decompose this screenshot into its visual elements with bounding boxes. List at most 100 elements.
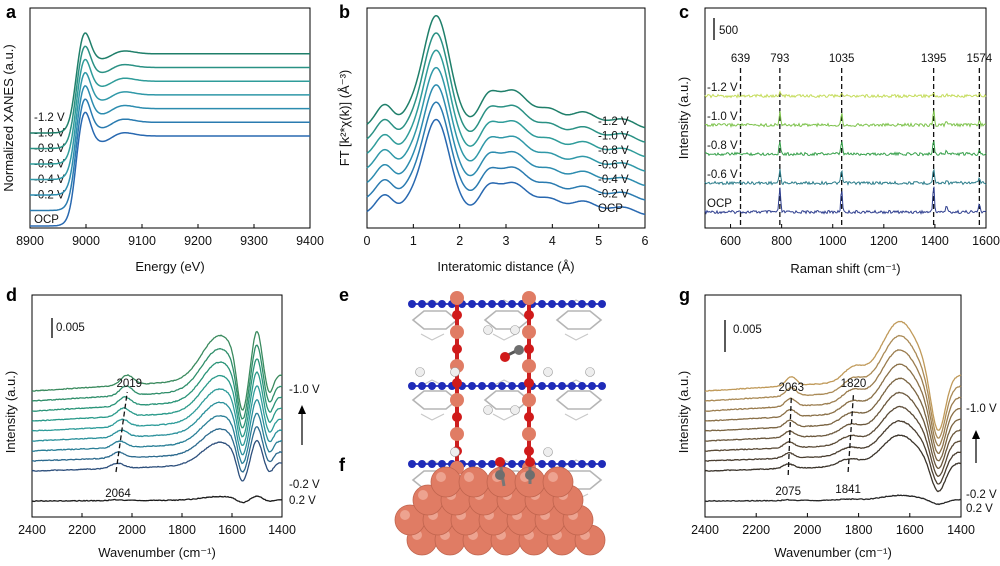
- panel-e-o-atom: [452, 378, 462, 388]
- panel-e-n-atom: [438, 300, 446, 308]
- panel-e-cu-atom: [450, 325, 464, 339]
- panel-g-curve: [704, 377, 962, 462]
- panel-e-n-atom: [468, 460, 476, 468]
- panel-e-n-atom: [558, 382, 566, 390]
- panel-a-tick-label: 9200: [184, 234, 212, 248]
- panel-g-label-bottom: 0.2 V: [966, 503, 993, 515]
- panel-g-curve: [705, 494, 962, 506]
- panel-e-n-atom: [568, 460, 576, 468]
- panel-b-tick-label: 4: [549, 234, 556, 248]
- panel-b-curve: [366, 14, 646, 129]
- panel-f-c-atom: [495, 470, 505, 480]
- panel-e-cu-atom: [522, 359, 536, 373]
- panel-d-curve: [31, 344, 283, 420]
- panel-g-tick-label: 2000: [793, 523, 821, 537]
- panel-e-cu-atom: [450, 393, 464, 407]
- panel-e-n-atom: [478, 460, 486, 468]
- panel-letter-g: g: [679, 285, 690, 305]
- panel-a-frame: [29, 7, 311, 229]
- panel-c-tick-label: 600: [720, 234, 741, 248]
- panel-e-n-atom: [588, 382, 596, 390]
- panel-e-h-atom: [510, 405, 520, 415]
- panel-g-tick-label: 1600: [896, 523, 924, 537]
- panel-e-n-atom: [558, 300, 566, 308]
- panel-e-n-atom: [558, 460, 566, 468]
- panel-g-tick-label: 2200: [742, 523, 770, 537]
- panel-b-series-label: -0.8 V: [598, 145, 629, 157]
- panel-d-band-line: [115, 391, 128, 473]
- panel-letter-e: e: [339, 285, 350, 305]
- panel-c-ylabel: Intensity (a.u.): [676, 77, 691, 159]
- panel-g-frame: [704, 294, 962, 518]
- panel-e-h-atom: [585, 367, 595, 377]
- panel-g-tick-label: 1400: [947, 523, 975, 537]
- panel-d-peak-label-top: 2019: [116, 378, 142, 390]
- panel-a-tick-label: 9100: [128, 234, 156, 248]
- panel-d-arrow-head: [298, 405, 306, 414]
- panel-e-n-atom: [418, 460, 426, 468]
- panel-f-cu-highlight: [548, 472, 558, 482]
- panel-e-n-atom: [548, 382, 556, 390]
- panel-c-tick-label: 800: [771, 234, 792, 248]
- panel-d-label-bottom: 0.2 V: [289, 495, 316, 507]
- panel-a-curve: [30, 58, 310, 165]
- panel-a-curve: [30, 98, 310, 212]
- panel-c-series-label: -1.2 V: [707, 82, 738, 94]
- panel-d-label-mid: -0.2 V: [289, 479, 320, 491]
- panel-b-tick-label: 5: [595, 234, 602, 248]
- panel-e-n-atom: [588, 300, 596, 308]
- panel-d-scale-label: 0.005: [56, 322, 85, 334]
- panel-a-series-label: -1.2 V: [34, 112, 65, 124]
- panel-e-framework-structure: [408, 291, 606, 501]
- panel-g-curve: [704, 434, 962, 493]
- panel-c-peak-label: 1395: [921, 53, 947, 65]
- panel-g-arrow-head: [972, 430, 980, 439]
- panel-e-h-atom: [483, 405, 493, 415]
- panel-c-peak-label: 639: [731, 53, 750, 65]
- panel-e-cu-atom: [522, 427, 536, 441]
- panel-b-curve: [366, 32, 646, 143]
- panel-g-peak1-label-top: 2063: [778, 382, 804, 394]
- panel-b-tick-label: 1: [410, 234, 417, 248]
- panel-b-curve: [366, 118, 646, 216]
- panel-f-c-atom: [525, 470, 535, 480]
- panel-d-tick-label: 2200: [68, 523, 96, 537]
- panel-e-n-atom: [508, 460, 516, 468]
- panel-e-n-atom: [598, 300, 606, 308]
- panel-g-label-top: -1.0 V: [966, 403, 997, 415]
- panel-e-o-atom: [524, 446, 534, 456]
- panel-g-xlabel: Wavenumber (cm⁻¹): [774, 545, 892, 560]
- panel-d-curve: [31, 425, 283, 473]
- panel-f-cu-atom: [458, 466, 490, 498]
- panel-e-cu-atom: [522, 325, 536, 339]
- panel-e-n-atom: [418, 382, 426, 390]
- panel-g-curve: [704, 349, 962, 447]
- panel-d-tick-label: 2000: [118, 523, 146, 537]
- panel-e-o-atom: [524, 344, 534, 354]
- panel-b-tick-label: 2: [456, 234, 463, 248]
- panel-g-curve: [705, 391, 962, 470]
- panel-e-n-atom: [408, 382, 416, 390]
- panel-f-cu-highlight: [418, 490, 428, 500]
- panel-b-series-label: -0.2 V: [598, 189, 629, 201]
- panel-c-peak-label: 793: [770, 53, 789, 65]
- panel-e-n-atom: [538, 382, 546, 390]
- panel-e-linker: [483, 310, 531, 330]
- panel-d-peak-label-bottom: 2064: [105, 488, 131, 500]
- panel-e-n-atom: [468, 300, 476, 308]
- panel-b-curve: [366, 49, 646, 158]
- panel-letter-f: f: [339, 455, 345, 475]
- panel-d-curve: [32, 495, 283, 504]
- panel-letter-c: c: [679, 2, 690, 22]
- panel-e-cu-atom: [450, 427, 464, 441]
- panel-e-n-atom: [578, 382, 586, 390]
- panel-letter-a: a: [6, 2, 17, 22]
- panel-c-scale-label: 500: [719, 25, 738, 37]
- panel-e-n-atom: [508, 382, 516, 390]
- panel-d-label-top: -1.0 V: [289, 384, 320, 396]
- panel-c-tick-label: 1400: [921, 234, 949, 248]
- panel-b-tick-label: 0: [364, 234, 371, 248]
- panel-e-n-atom: [598, 382, 606, 390]
- panel-d-frame: [31, 294, 283, 518]
